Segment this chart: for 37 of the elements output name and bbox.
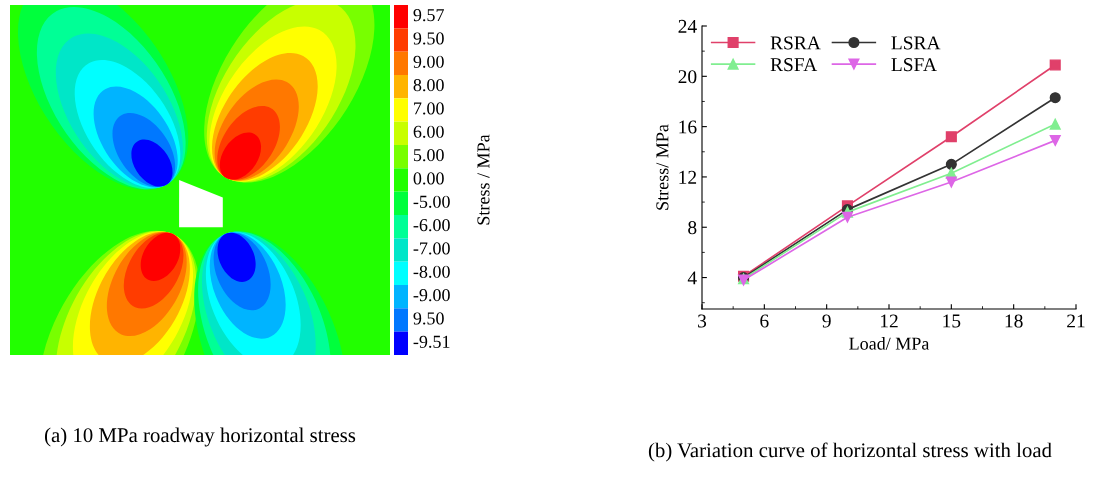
x-tick-label: 21 (1067, 314, 1085, 328)
legend-label: LSRA (891, 36, 941, 50)
category-label: -8.00 (413, 265, 450, 278)
category-label: 7.00 (414, 102, 444, 115)
y-tick-label: 16 (679, 120, 697, 134)
y-tick-label: 24 (678, 19, 697, 33)
category-label: 9.50 (413, 312, 444, 325)
x-tick-label: 9 (822, 314, 831, 328)
x-tick-label: 6 (760, 314, 769, 328)
x-tick-label: 15 (943, 314, 961, 328)
category-label: -6.00 (413, 219, 450, 232)
category-label: -9.00 (413, 289, 450, 302)
category-label: 5.00 (413, 149, 444, 162)
text: (a) 10 MPa roadway horizontal stress (44, 427, 356, 447)
legend-label: RSRA (770, 36, 821, 50)
y-tick-label: 20 (678, 70, 697, 84)
category-label: -9.51 (413, 335, 450, 348)
category-label: 9.50 (413, 32, 444, 45)
legend-label: LSFA (891, 58, 937, 72)
text: (b) Variation curve of horizontal stress with load (648, 442, 1052, 462)
category-label: 9.00 (413, 55, 444, 68)
x-tick-label: 3 (698, 314, 707, 328)
y-axis-title: Stress/ MPa (656, 124, 669, 210)
legend-label: RSFA (770, 58, 818, 72)
category-label: 6.00 (413, 125, 444, 138)
category-label: -7.00 (413, 242, 450, 255)
y-tick-label: 8 (688, 221, 697, 235)
category-label: -5.00 (413, 195, 450, 208)
y-tick-label: 12 (679, 170, 697, 184)
x-tick-label: 18 (1005, 314, 1023, 328)
x-tick-label: 12 (880, 314, 898, 328)
x-axis-title: Load/ MPa (849, 337, 930, 350)
y-tick-label: 4 (687, 271, 697, 285)
color-bar-title: Stress / MPa (477, 134, 490, 225)
category-label: 9.57 (413, 9, 444, 22)
category-label: 0.00 (413, 172, 444, 185)
category-label: 8.00 (413, 79, 444, 92)
